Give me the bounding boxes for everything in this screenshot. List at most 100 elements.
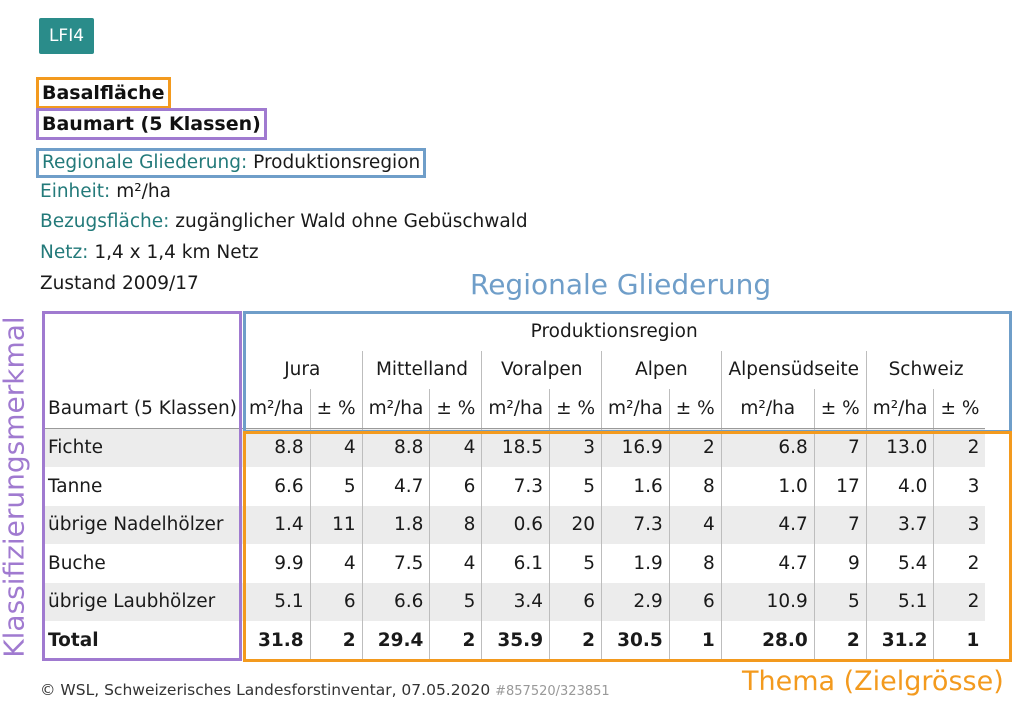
region-header-row: Jura Mittelland Voralpen Alpen Alpensüds…: [42, 350, 986, 390]
error-cell: 7: [813, 428, 867, 467]
error-cell: 2: [549, 621, 602, 660]
value-cell: 8.8: [242, 428, 311, 467]
corner-cell: [42, 312, 243, 351]
region-header: Alpen: [601, 350, 722, 389]
value-cell: 1.9: [601, 544, 670, 583]
unit-line: Einheit: m²/ha: [40, 180, 171, 204]
row-label: übrige Laubhölzer: [42, 582, 243, 621]
unit-header: m²/ha: [481, 389, 550, 429]
error-cell: 4: [309, 428, 363, 467]
error-cell: 4: [429, 544, 482, 583]
value-cell: 16.9: [601, 428, 670, 467]
value-cell: 5.1: [865, 582, 934, 621]
error-cell: 7: [813, 505, 867, 544]
region-header: Schweiz: [865, 350, 986, 389]
unit-header: m²/ha: [865, 389, 934, 429]
error-cell: 17: [813, 467, 867, 506]
topic-title: Basalfläche: [36, 77, 171, 109]
error-header: ± %: [933, 389, 986, 429]
unit-header: m²/ha: [720, 389, 815, 429]
table-row: Buche 9.9 4 7.5 4 6.1 5 1.9 8 4.7 9 5.4 2: [42, 544, 986, 583]
error-cell: 8: [429, 505, 482, 544]
error-cell: 6: [429, 467, 482, 506]
error-cell: 2: [429, 621, 482, 660]
error-cell: 8: [668, 544, 722, 583]
grid-key: Netz:: [40, 242, 89, 263]
value-cell: 30.5: [601, 621, 670, 660]
error-cell: 5: [429, 582, 482, 621]
value-cell: 1.0: [720, 467, 815, 506]
value-cell: 7.3: [481, 467, 550, 506]
regional-annotation: Regionale Gliederung: [470, 268, 772, 301]
value-cell: 6.6: [361, 582, 430, 621]
error-header: ± %: [668, 389, 722, 429]
error-cell: 11: [309, 505, 363, 544]
error-cell: 20: [549, 505, 602, 544]
error-cell: 5: [549, 544, 602, 583]
unit-header-row: Baumart (5 Klassen) m²/ha ± % m²/ha ± % …: [42, 389, 986, 429]
error-cell: 2: [309, 621, 363, 660]
grid-line: Netz: 1,4 x 1,4 km Netz: [40, 241, 259, 265]
value-cell: 6.8: [720, 428, 815, 467]
region-header: Jura: [284, 359, 321, 381]
value-cell: 3.4: [481, 582, 550, 621]
error-cell: 6: [309, 582, 363, 621]
lfi4-badge[interactable]: LFI4: [39, 18, 94, 54]
value-cell: 8.8: [361, 428, 430, 467]
value-cell: 4.7: [720, 544, 815, 583]
value-cell: 0.6: [481, 505, 550, 544]
topic-annotation: Thema (Zielgrösse): [742, 666, 1004, 697]
error-cell: 6: [668, 582, 722, 621]
error-cell: 2: [933, 544, 986, 583]
value-cell: 4.0: [865, 467, 934, 506]
error-cell: 4: [309, 544, 363, 583]
error-header: ± %: [309, 389, 363, 429]
regional-key: Regionale Gliederung:: [42, 152, 248, 173]
classification-title: Baumart (5 Klassen): [36, 108, 267, 140]
table-row: übrige Laubhölzer 5.1 6 6.6 5 3.4 6 2.9 6 10.9 5 5.…: [42, 582, 986, 621]
value-cell: 10.9: [720, 582, 815, 621]
value-cell: 6.6: [274, 475, 304, 497]
error-header: ± %: [549, 389, 602, 429]
value-cell: 5.4: [865, 544, 934, 583]
error-cell: 2: [668, 428, 722, 467]
row-label: Total: [42, 621, 243, 660]
table-body: Fichte 8.8 4 8.8 4 18.5 3 16.9 2 6.8 7 13.0 2 Tanne 6.…: [42, 428, 986, 660]
error-cell: 9: [813, 544, 867, 583]
classification-annotation-wrap: Klassifizierungsmerkmal: [0, 310, 34, 665]
table-row: Total 31.8 2 29.4 2 35.9 2 30.5 1 28.0 2 31.2 1: [42, 621, 986, 660]
value-cell: 31.8: [242, 621, 311, 660]
error-cell: 1: [668, 621, 722, 660]
region-header: Voralpen: [481, 350, 602, 389]
unit-key: Einheit:: [40, 181, 111, 202]
value-cell: 2.9: [601, 582, 670, 621]
row-label: Fichte: [42, 428, 243, 467]
corner-cell: [42, 351, 243, 390]
classification-annotation: Klassifizierungsmerkmal: [0, 316, 31, 658]
error-cell: 5: [549, 467, 602, 506]
row-header: Baumart (5 Klassen): [42, 389, 243, 429]
table-row: Fichte 8.8 4 8.8 4 18.5 3 16.9 2 6.8 7 13.0 2: [42, 428, 986, 467]
value-cell: 35.9: [481, 621, 550, 660]
results-table: Produktionsregion Jura Mittelland Voralp…: [42, 312, 986, 660]
reference-area-value: zugänglicher Wald ohne Gebüschwald: [175, 211, 528, 232]
value-cell: 7.5: [361, 544, 430, 583]
value-cell: 1.4: [242, 505, 311, 544]
footer-ref: #857520/323851: [495, 684, 610, 699]
state-line: Zustand 2009/17: [40, 273, 199, 294]
group-header-row: Produktionsregion: [42, 312, 985, 351]
unit-value: m²/ha: [116, 181, 171, 202]
error-cell: 5: [813, 582, 867, 621]
error-cell: 5: [309, 467, 363, 506]
error-cell: 2: [933, 428, 986, 467]
regional-value: Produktionsregion: [253, 152, 421, 173]
value-cell: 1.6: [601, 467, 670, 506]
region-header: Alpensüdseite: [720, 350, 867, 389]
value-cell: 28.0: [720, 621, 815, 660]
group-header: Produktionsregion: [530, 320, 698, 342]
error-cell: 4: [668, 505, 722, 544]
error-cell: 8: [668, 467, 722, 506]
region-header: Mittelland: [361, 350, 482, 389]
error-cell: 2: [933, 582, 986, 621]
error-header: ± %: [813, 389, 867, 429]
